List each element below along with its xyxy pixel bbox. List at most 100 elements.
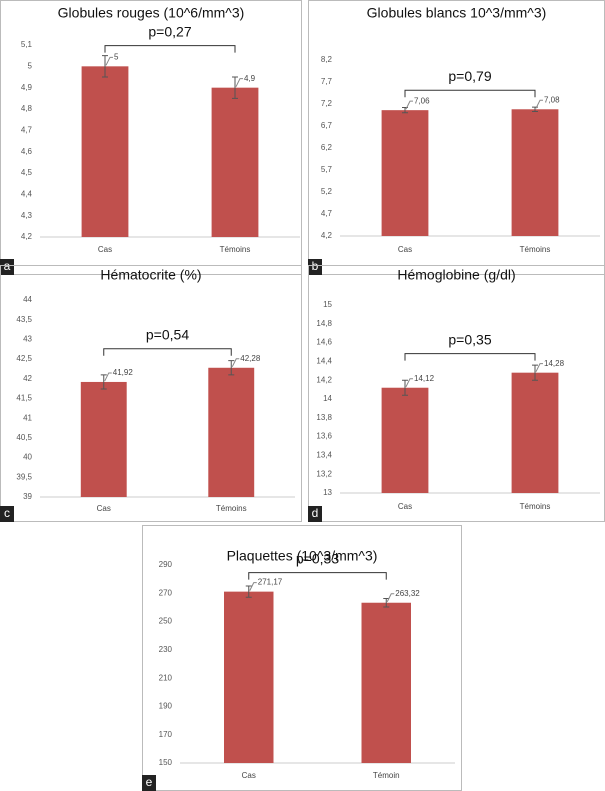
panel-letter-box [0, 506, 14, 522]
error-bar [228, 360, 235, 376]
panel-border [308, 0, 605, 275]
bar [381, 387, 429, 493]
y-tick-label: 190 [159, 702, 173, 711]
x-tick-label: Témoins [520, 502, 551, 511]
bar [80, 381, 127, 497]
bar [211, 87, 259, 238]
label-leader [405, 378, 413, 387]
y-tick-label: 15 [323, 300, 332, 309]
bar [381, 110, 429, 236]
panel-letter-box [308, 506, 322, 522]
y-tick-label: 5,1 [21, 40, 33, 49]
value-label: 271,17 [258, 578, 283, 587]
bar [81, 66, 129, 237]
bar [511, 372, 559, 493]
bar [511, 109, 559, 236]
y-tick-label: 41,5 [16, 394, 32, 403]
panel-letter: c [4, 506, 10, 520]
y-tick-label: 4,8 [21, 104, 33, 113]
y-tick-label: 14,4 [316, 357, 332, 366]
y-tick-label: 7,2 [321, 99, 333, 108]
p-value: p=0,35 [448, 331, 491, 347]
x-tick-label: Témoins [220, 245, 251, 254]
panel-letter-box [308, 259, 322, 275]
y-tick-label: 7,7 [321, 77, 333, 86]
y-tick-label: 8,2 [321, 55, 333, 64]
chart-title: Globules rouges (10^6/mm^3) [58, 5, 245, 21]
y-tick-label: 230 [159, 645, 173, 654]
panel-letter: e [146, 775, 153, 789]
x-tick-label: Cas [97, 504, 111, 513]
significance-bracket [404, 353, 536, 361]
error-bar [100, 374, 107, 390]
y-tick-label: 13,2 [316, 469, 332, 478]
label-leader [231, 358, 240, 367]
y-tick-label: 250 [159, 617, 173, 626]
y-tick-label: 13,8 [316, 413, 332, 422]
y-tick-label: 5,2 [321, 187, 333, 196]
error-bar [402, 379, 408, 396]
chart-title: Globules blancs 10^3/mm^3) [367, 5, 547, 21]
y-tick-label: 5,7 [321, 165, 333, 174]
chart-title: Plaquettes (10^3/mm^3) [227, 548, 378, 564]
y-tick-label: 4,9 [21, 83, 33, 92]
significance-bracket [248, 572, 387, 580]
y-tick-label: 4,5 [21, 168, 33, 177]
x-tick-label: Cas [398, 502, 412, 511]
panel-border [0, 265, 302, 522]
p-value: p=0,79 [448, 68, 491, 84]
y-tick-label: 6,7 [321, 121, 333, 130]
x-tick-label: Témoins [216, 504, 247, 513]
bar [208, 367, 255, 497]
y-tick-label: 43 [23, 335, 32, 344]
p-value: p=0,33 [296, 550, 339, 566]
label-leader [386, 593, 395, 602]
bar [224, 591, 274, 763]
panel-letter: a [4, 259, 11, 273]
error-bar [532, 364, 538, 381]
y-tick-label: 4,7 [21, 125, 33, 134]
y-tick-label: 42 [23, 374, 32, 383]
y-tick-label: 39,5 [16, 472, 32, 481]
value-label: 42,28 [240, 354, 261, 363]
y-tick-label: 14,6 [316, 338, 332, 347]
y-tick-label: 4,2 [21, 232, 33, 241]
error-bar [102, 55, 108, 78]
label-leader [104, 372, 112, 382]
panel-letter: b [312, 259, 319, 273]
label-leader [105, 56, 113, 66]
error-bar [232, 76, 238, 99]
value-label: 5 [114, 52, 119, 61]
value-label: 14,12 [414, 374, 435, 383]
y-tick-label: 42,5 [16, 354, 32, 363]
value-label: 14,28 [544, 359, 565, 368]
y-tick-label: 13,4 [316, 451, 332, 460]
error-bar [245, 585, 252, 598]
panel-border [0, 0, 302, 275]
y-tick-label: 14,8 [316, 319, 332, 328]
y-tick-label: 4,4 [21, 189, 33, 198]
panel-letter-box [142, 775, 156, 791]
chart-title: Hémoglobine (g/dl) [397, 267, 515, 283]
p-value: p=0,27 [148, 23, 191, 39]
y-tick-label: 44 [23, 295, 32, 304]
panel-letter: d [312, 506, 319, 520]
p-value: p=0,54 [146, 326, 189, 342]
y-tick-label: 4,6 [21, 147, 33, 156]
y-tick-label: 43,5 [16, 315, 32, 324]
x-tick-label: Cas [398, 245, 412, 254]
label-leader [535, 99, 543, 109]
bar [361, 602, 411, 763]
y-tick-label: 13 [323, 488, 332, 497]
y-tick-label: 4,2 [321, 231, 333, 240]
y-tick-label: 40,5 [16, 433, 32, 442]
value-label: 263,32 [395, 589, 420, 598]
significance-bracket [103, 348, 232, 356]
significance-bracket [404, 89, 536, 98]
y-tick-label: 170 [159, 730, 173, 739]
label-leader [535, 363, 543, 372]
chart-title: Hématocrite (%) [100, 267, 201, 283]
significance-bracket [104, 45, 236, 53]
x-tick-label: Cas [98, 245, 112, 254]
